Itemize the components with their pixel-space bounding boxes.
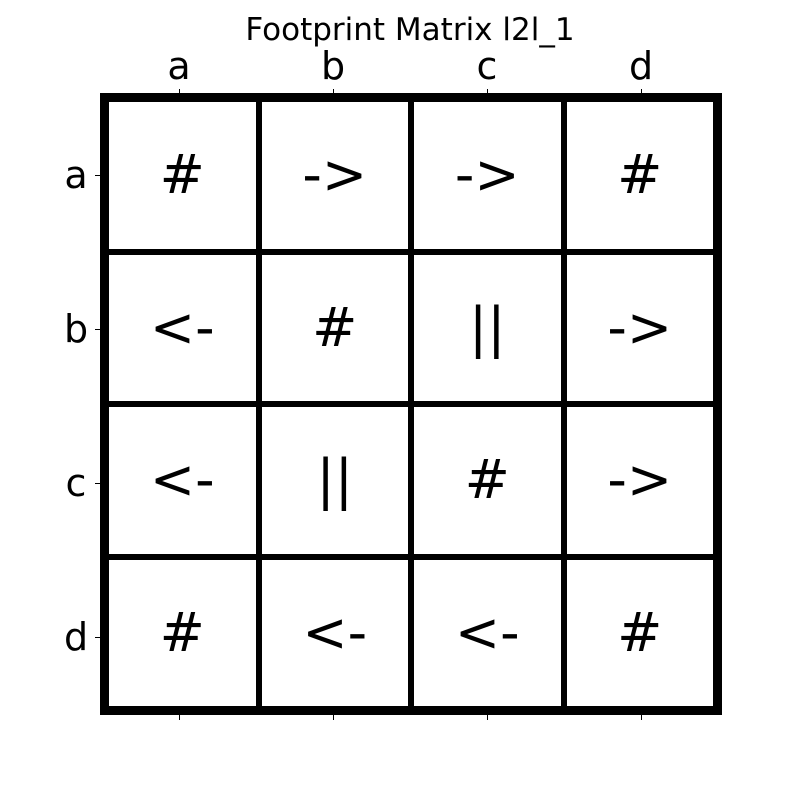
top-tick bbox=[641, 89, 642, 94]
left-tick bbox=[95, 329, 100, 330]
row-label-a: a bbox=[64, 153, 88, 197]
row-label-b: b bbox=[63, 307, 89, 351]
matrix-cell-c-c: # bbox=[411, 404, 564, 557]
bottom-tick bbox=[487, 715, 488, 720]
column-label-b: b bbox=[320, 44, 346, 88]
matrix-cell-b-d: -> bbox=[563, 251, 716, 404]
matrix-cell-a-c: -> bbox=[411, 99, 564, 252]
matrix-cell-d-a: # bbox=[106, 556, 259, 709]
matrix-cell-a-a: # bbox=[106, 99, 259, 252]
bottom-tick bbox=[333, 715, 334, 720]
left-tick bbox=[95, 483, 100, 484]
row-label-d: d bbox=[63, 615, 89, 659]
matrix-cell-a-d: # bbox=[563, 99, 716, 252]
footprint-matrix: # -> -> # <- # || -> <- || # -> # <- <- … bbox=[100, 93, 722, 715]
matrix-cell-a-b: -> bbox=[258, 99, 411, 252]
left-tick bbox=[95, 637, 100, 638]
matrix-cell-c-a: <- bbox=[106, 404, 259, 557]
matrix-cell-b-a: <- bbox=[106, 251, 259, 404]
bottom-tick bbox=[179, 715, 180, 720]
bottom-tick bbox=[641, 715, 642, 720]
matrix-title: Footprint Matrix l2l_1 bbox=[245, 12, 575, 48]
top-tick bbox=[487, 89, 488, 94]
matrix-cell-d-c: <- bbox=[411, 556, 564, 709]
matrix-cell-b-b: # bbox=[258, 251, 411, 404]
row-label-c: c bbox=[65, 461, 87, 505]
matrix-cell-c-b: || bbox=[258, 404, 411, 557]
top-tick bbox=[333, 89, 334, 94]
column-label-d: d bbox=[628, 44, 654, 88]
column-label-a: a bbox=[167, 44, 191, 88]
matrix-cell-d-d: # bbox=[563, 556, 716, 709]
matrix-cell-d-b: <- bbox=[258, 556, 411, 709]
left-tick bbox=[95, 175, 100, 176]
column-label-c: c bbox=[476, 44, 498, 88]
matrix-cell-b-c: || bbox=[411, 251, 564, 404]
top-tick bbox=[179, 89, 180, 94]
matrix-cell-c-d: -> bbox=[563, 404, 716, 557]
